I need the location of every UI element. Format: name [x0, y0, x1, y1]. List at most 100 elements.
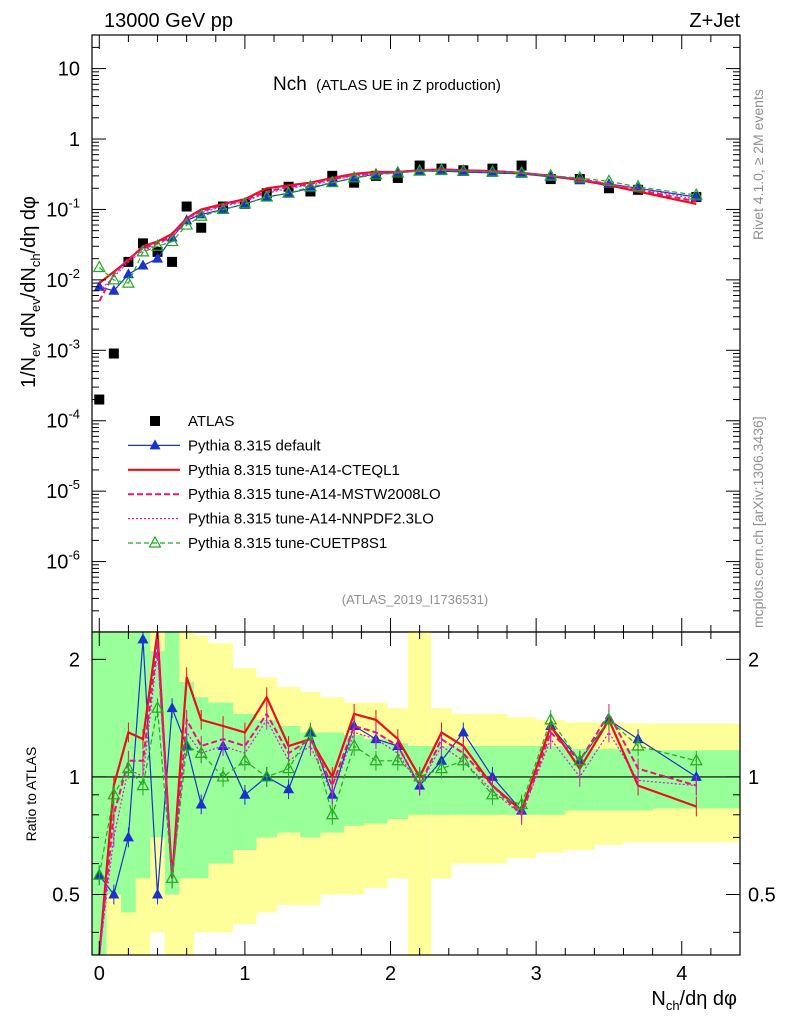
default-point — [122, 831, 134, 842]
legend-item-pythia-8-315-tune-a14-nnpdf2-3lo: Pythia 8.315 tune-A14-NNPDF2.3LO — [128, 511, 434, 528]
cuetp8s1-point — [216, 769, 230, 782]
main-series-pythia-8-315-tune-a14-nnpdf2-3lo — [98, 169, 697, 292]
cuetp8s1-point — [260, 189, 274, 202]
main-series-layer — [92, 160, 703, 405]
default-point — [152, 252, 164, 263]
default-point — [149, 439, 161, 450]
cuetp8s1-point — [151, 239, 165, 251]
ratio-band-1sigma — [364, 739, 388, 824]
cuetp8s1-point — [325, 175, 339, 188]
cuetp8s1-point — [165, 871, 179, 883]
main-ytick-label: 10-4 — [46, 407, 80, 433]
main-ytick-label: 10 — [58, 59, 80, 81]
default-point — [283, 187, 295, 198]
cuetp8s1-point — [238, 753, 252, 766]
legend-label: ATLAS — [188, 413, 234, 430]
legend-item-atlas: ATLAS — [150, 413, 234, 430]
main-series-pythia-8-315-tune-cuetp8s1 — [92, 163, 703, 288]
main-ytick-label: 1 — [69, 129, 80, 151]
main-title: Nch (ATLAS UE in Z production) — [273, 74, 501, 95]
legend-item-pythia-8-315-tune-a14-mstw2008lo: Pythia 8.315 tune-A14-MSTW2008LO — [128, 486, 441, 503]
atlas-data-point — [108, 348, 119, 359]
atlas-data-point — [196, 222, 207, 233]
legend-label: Pythia 8.315 default — [188, 437, 321, 454]
ratio-series-pythia-8-315-tune-cuetp8s1 — [92, 698, 703, 889]
process-label: Z+Jet — [689, 10, 740, 32]
legend-item-pythia-8-315-tune-a14-cteql1: Pythia 8.315 tune-A14-CTEQL1 — [128, 462, 400, 479]
ratio-line-pythia-8-315-tune-a14-mstw2008lo — [98, 643, 697, 956]
ratio-band-1sigma — [431, 746, 452, 815]
cuetp8s1-point — [303, 179, 317, 192]
cuetp8s1-point — [515, 797, 529, 810]
cuetp8s1-point — [631, 179, 645, 192]
default-point — [283, 783, 295, 794]
cuetp8s1-point — [689, 753, 703, 766]
default-point — [166, 702, 178, 713]
cuetp8s1-point — [391, 753, 405, 766]
atlas-data-point — [181, 201, 192, 212]
atlas-data-point — [150, 416, 160, 426]
cuetp8s1-point — [573, 170, 587, 183]
default-point — [108, 888, 120, 899]
default-point — [217, 203, 229, 214]
cuetp8s1-point — [413, 769, 427, 782]
ratio-band-1sigma — [164, 632, 180, 895]
default-point — [326, 176, 338, 187]
energy-label: 13000 GeV pp — [104, 10, 233, 32]
main-line-pythia-8-315-tune-cuetp8s1 — [98, 169, 697, 284]
legend: ATLAS Pythia 8.315 default Pythia 8.315 tu… — [128, 413, 441, 552]
ratio-band-1sigma — [208, 702, 234, 864]
cuetp8s1-point — [282, 185, 296, 198]
cuetp8s1-point — [369, 753, 383, 766]
main-title-sub: (ATLAS UE in Z production) — [316, 77, 501, 94]
main-series-pythia-8-315-tune-a14-mstw2008lo — [98, 168, 697, 302]
ratio-band-1sigma — [343, 735, 365, 826]
ratio-panel: 0.5 0.5 1 1 2 2 0 1 2 3 4 Ratio to ATLAS Nch/dη dφ — [23, 631, 776, 1013]
default-point — [261, 191, 273, 202]
atlas-data-point — [94, 394, 105, 405]
main-ytick-label: 10-5 — [46, 477, 80, 503]
ratio-ytick-label-right: 1 — [748, 767, 759, 789]
ratio-ytick-label-right: 0.5 — [748, 885, 776, 907]
cuetp8s1-point — [180, 738, 194, 751]
ratio-series-layer — [92, 631, 740, 956]
cuetp8s1-point — [260, 769, 274, 782]
ratio-uncertainty-bands — [92, 632, 740, 955]
ratio-ytick-label: 0.5 — [52, 885, 80, 907]
cuetp8s1-point — [107, 787, 121, 800]
cuetp8s1-point — [544, 712, 558, 725]
legend-label: Pythia 8.315 tune-A14-NNPDF2.3LO — [188, 511, 434, 528]
cuetp8s1-point — [602, 174, 616, 187]
main-ytick-label: 10-6 — [46, 548, 80, 574]
xtick-label: 4 — [676, 963, 687, 985]
ratio-band-1sigma — [451, 746, 475, 815]
cuetp8s1-point — [347, 170, 361, 183]
ratio-ytick-label: 2 — [69, 649, 80, 671]
main-ylabel: 1/Nev dNev/dNch/dη dφ — [18, 196, 43, 388]
ratio-band-1sigma — [92, 632, 107, 955]
default-point — [108, 284, 120, 295]
atlas-data-point — [349, 177, 360, 188]
ratio-axis-ticks: 0.5 0.5 1 1 2 2 0 1 2 3 4 — [52, 632, 776, 985]
cuetp8s1-point — [151, 700, 165, 713]
default-point — [93, 280, 105, 291]
cuetp8s1-point — [485, 164, 499, 177]
cuetp8s1-point — [544, 168, 558, 181]
xtick-label: 1 — [239, 963, 250, 985]
mcplots-label: mcplots.cern.ch [arXiv:1306.3436] — [750, 416, 766, 628]
default-point — [239, 197, 251, 208]
atlas-data-point — [603, 183, 614, 194]
cuetp8s1-point — [369, 167, 383, 180]
ratio-ylabel: Ratio to ATLAS — [23, 747, 39, 842]
default-point — [137, 633, 149, 644]
cuetp8s1-point — [107, 272, 121, 285]
default-point — [239, 788, 251, 799]
cuetp8s1-point — [602, 712, 616, 725]
default-point — [137, 259, 149, 270]
x-axis-label: Nch/dη dφ — [651, 988, 737, 1013]
cuetp8s1-point — [194, 209, 208, 221]
atlas-data-point — [516, 160, 527, 171]
legend-label: Pythia 8.315 tune-CUETP8S1 — [188, 535, 387, 552]
main-axis-ticks: 10-6 10-5 10-4 10-3 10-2 10-1 1 10 — [46, 34, 740, 633]
cuetp8s1-point — [303, 725, 317, 738]
